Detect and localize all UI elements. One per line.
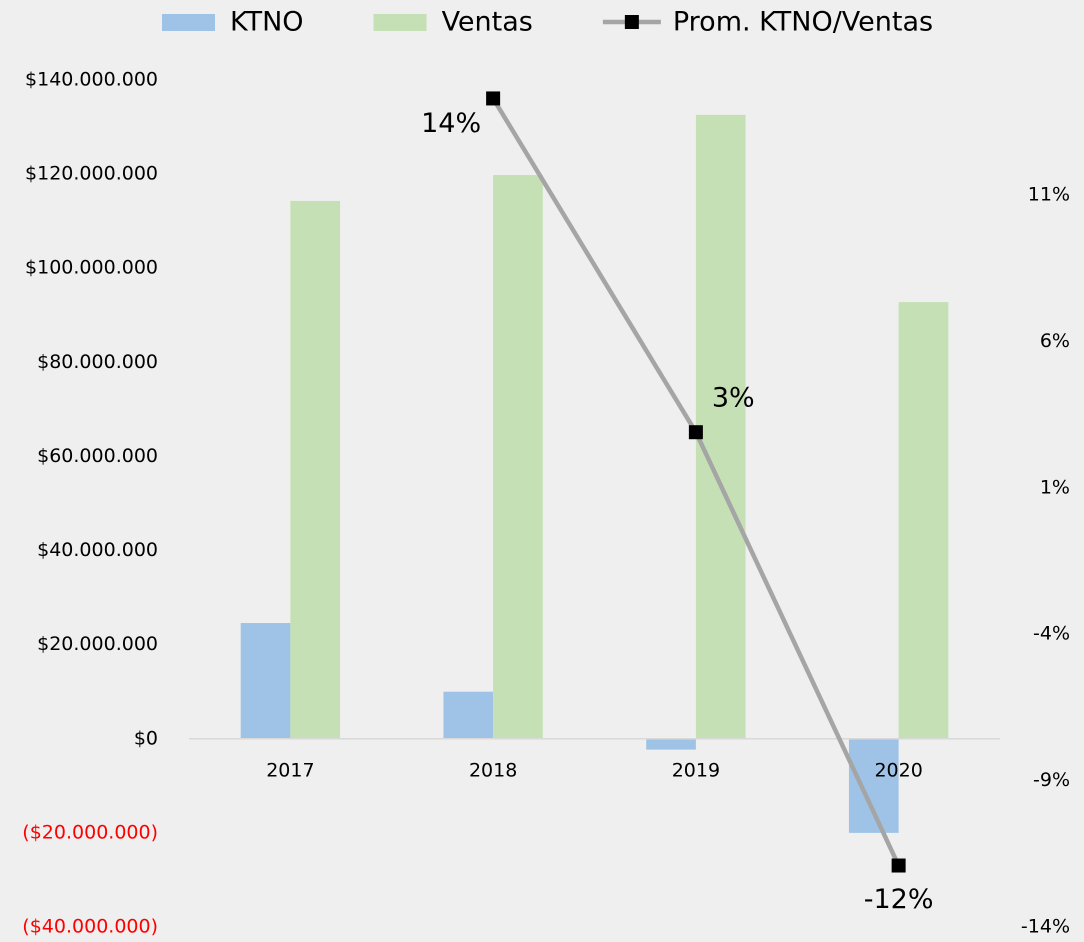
legend-label: Prom. KTNO/Ventas bbox=[673, 7, 933, 38]
y-tick-label: $80.000.000 bbox=[37, 351, 158, 373]
bar bbox=[240, 623, 291, 739]
bar bbox=[848, 738, 899, 833]
y-tick-label: $20.000.000 bbox=[37, 633, 158, 655]
marker bbox=[486, 91, 501, 106]
y-tick-label: $40.000.000 bbox=[37, 539, 158, 561]
y2-tick-label: -4% bbox=[1033, 623, 1070, 645]
legend-label: KTNO bbox=[230, 7, 304, 38]
bar bbox=[443, 691, 494, 739]
y2-tick-label: 1% bbox=[1040, 476, 1070, 498]
x-tick-label: 2020 bbox=[874, 759, 922, 781]
bar bbox=[493, 175, 543, 739]
y-tick-label: $60.000.000 bbox=[37, 445, 158, 467]
data-label: 14% bbox=[421, 108, 481, 139]
y-tick-label: $140.000.000 bbox=[25, 69, 158, 91]
y-tick-label: $0 bbox=[134, 727, 158, 749]
y-tick-label: ($20.000.000) bbox=[22, 821, 158, 843]
data-label: 3% bbox=[712, 383, 755, 414]
y2-tick-label: -14% bbox=[1021, 916, 1070, 938]
legend-label: Ventas bbox=[442, 7, 533, 38]
y-tick-label: $120.000.000 bbox=[25, 163, 158, 185]
x-tick-label: 2019 bbox=[672, 759, 720, 781]
bar bbox=[290, 200, 341, 739]
x-tick-label: 2017 bbox=[266, 759, 314, 781]
marker bbox=[891, 858, 906, 873]
y2-tick-label: 11% bbox=[1028, 184, 1070, 206]
bar bbox=[695, 114, 746, 739]
marker bbox=[688, 425, 703, 440]
legend-swatch bbox=[162, 14, 215, 31]
y-tick-label: ($40.000.000) bbox=[22, 916, 158, 938]
x-tick-label: 2018 bbox=[469, 759, 517, 781]
y-tick-label: $100.000.000 bbox=[25, 257, 158, 279]
y2-tick-label: -9% bbox=[1033, 769, 1070, 791]
bar bbox=[646, 738, 696, 750]
legend-marker bbox=[624, 15, 639, 29]
legend-swatch bbox=[373, 14, 427, 31]
data-label: -12% bbox=[864, 884, 934, 915]
bar bbox=[898, 302, 949, 739]
y2-tick-label: 6% bbox=[1040, 330, 1070, 352]
